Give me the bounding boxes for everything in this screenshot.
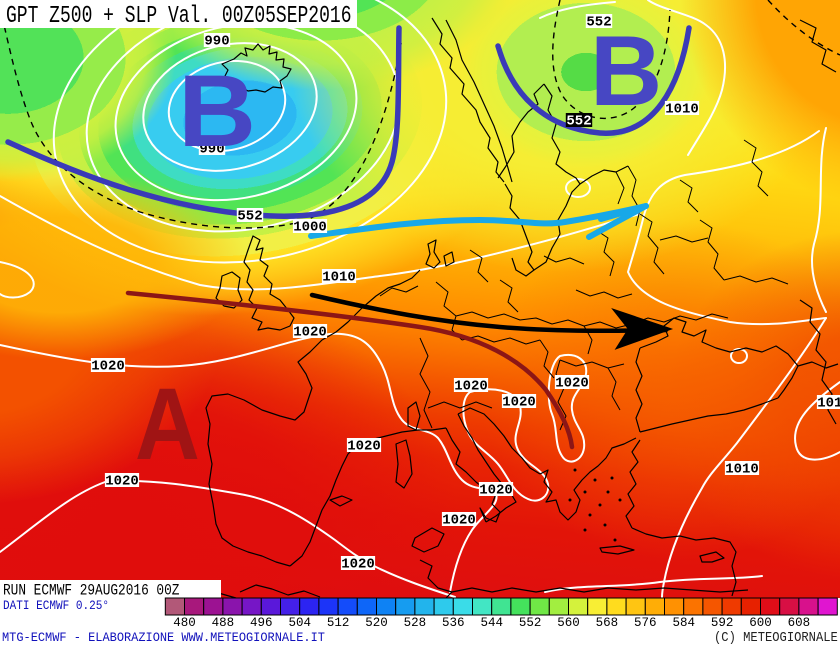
svg-text:584: 584 <box>672 616 695 630</box>
svg-text:1010: 1010 <box>322 270 356 286</box>
svg-text:528: 528 <box>404 616 427 630</box>
svg-text:990: 990 <box>204 34 229 50</box>
svg-text:1000: 1000 <box>293 220 327 236</box>
svg-text:1020: 1020 <box>479 483 513 499</box>
svg-text:B: B <box>590 16 662 126</box>
svg-text:1020: 1020 <box>341 557 375 573</box>
svg-text:A: A <box>135 368 200 482</box>
svg-text:GPT Z500 + SLP Val. 00Z05SEP20: GPT Z500 + SLP Val. 00Z05SEP2016 <box>6 3 351 30</box>
svg-text:1020: 1020 <box>502 395 536 411</box>
svg-text:536: 536 <box>442 616 465 630</box>
svg-text:480: 480 <box>173 616 196 630</box>
svg-text:1020: 1020 <box>91 359 125 375</box>
svg-text:504: 504 <box>288 616 311 630</box>
svg-text:1010: 1010 <box>725 462 759 478</box>
svg-text:592: 592 <box>711 616 734 630</box>
svg-text:544: 544 <box>480 616 503 630</box>
svg-text:600: 600 <box>749 616 772 630</box>
svg-text:576: 576 <box>634 616 657 630</box>
svg-text:DATI ECMWF 0.25°: DATI ECMWF 0.25° <box>3 598 109 613</box>
svg-text:1020: 1020 <box>105 474 139 490</box>
svg-text:512: 512 <box>327 616 350 630</box>
svg-text:(C) METEOGIORNALE: (C) METEOGIORNALE <box>714 629 838 645</box>
svg-text:568: 568 <box>596 616 619 630</box>
svg-text:B: B <box>178 55 256 169</box>
svg-text:1020: 1020 <box>347 439 381 455</box>
svg-text:552: 552 <box>566 114 591 130</box>
svg-text:1020: 1020 <box>293 325 327 341</box>
svg-text:1020: 1020 <box>442 513 476 529</box>
svg-text:1010: 1010 <box>665 102 699 118</box>
svg-text:488: 488 <box>212 616 235 630</box>
svg-text:520: 520 <box>365 616 388 630</box>
svg-text:496: 496 <box>250 616 273 630</box>
svg-text:552: 552 <box>519 616 542 630</box>
svg-text:552: 552 <box>237 209 262 225</box>
svg-text:990: 990 <box>199 142 224 158</box>
svg-text:1020: 1020 <box>555 376 589 392</box>
svg-text:RUN ECMWF 29AUG2016 00Z: RUN ECMWF 29AUG2016 00Z <box>3 582 180 600</box>
svg-text:560: 560 <box>557 616 580 630</box>
svg-text:608: 608 <box>788 616 811 630</box>
svg-text:1020: 1020 <box>454 379 488 395</box>
svg-text:1010: 1010 <box>817 396 840 412</box>
svg-text:MTG-ECMWF - ELABORAZIONE WWW.M: MTG-ECMWF - ELABORAZIONE WWW.METEOGIORNA… <box>2 629 325 645</box>
svg-text:552: 552 <box>586 15 611 31</box>
